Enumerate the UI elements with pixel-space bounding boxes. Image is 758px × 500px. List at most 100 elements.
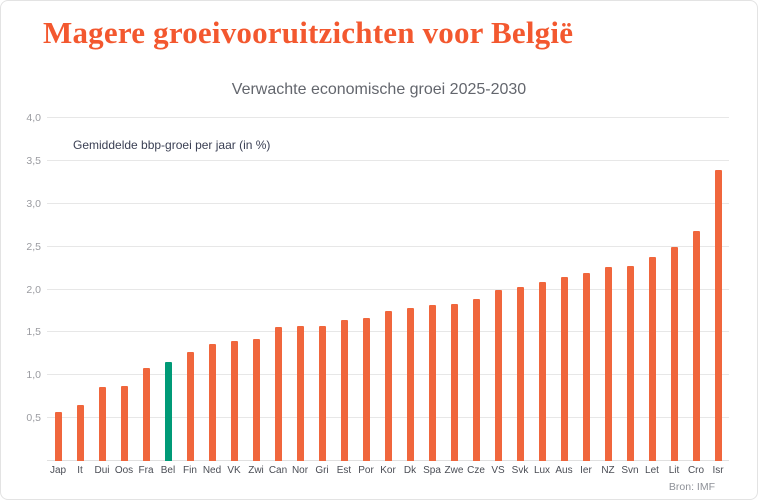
bar-cze: [472, 298, 480, 461]
x-tick-label: Spa: [423, 465, 441, 476]
bar-est: [340, 320, 348, 461]
x-tick-label: NZ: [601, 465, 615, 476]
bar-spa: [428, 304, 436, 461]
bar-jap: [54, 412, 62, 461]
bar-gri: [318, 325, 326, 461]
bar-cell: [69, 118, 91, 461]
y-axis: 0,5 1,0 1,5 2,0 2,5 3,0 3,5 4,0: [9, 112, 41, 461]
gridline: [47, 288, 729, 290]
y-tick-label: 3,0: [26, 197, 41, 210]
x-tick-label: Por: [358, 465, 374, 476]
bar-svk: [516, 286, 524, 461]
x-tick-label: Ned: [202, 465, 222, 476]
bar-cell: [113, 118, 135, 461]
bar-ned: [208, 344, 216, 461]
bar-cro: [692, 231, 700, 461]
bar-cell: [91, 118, 113, 461]
x-tick-label: Lit: [668, 465, 680, 476]
bar-cell: [575, 118, 597, 461]
x-tick-label: Bel: [160, 465, 176, 476]
bar-cell: [421, 118, 443, 461]
bar-cell: [135, 118, 157, 461]
bar-it: [76, 405, 84, 461]
x-tick-label: Dui: [94, 465, 110, 476]
bar-cell: [311, 118, 333, 461]
gridline: [47, 245, 729, 247]
y-tick-label: 2,5: [26, 240, 41, 253]
x-tick-label: Ier: [580, 465, 592, 476]
y-tick-label: 0,5: [26, 412, 41, 425]
bar-cell: [399, 118, 421, 461]
bar-fra: [142, 368, 150, 461]
bar-can: [274, 327, 282, 461]
bar-nor: [296, 325, 304, 461]
x-tick-label: Let: [645, 465, 659, 476]
bar-cell: [333, 118, 355, 461]
bar-nz: [604, 267, 612, 461]
bar-cell: [619, 118, 641, 461]
bar-dui: [98, 387, 106, 461]
x-tick-label: Svk: [511, 465, 529, 476]
x-tick-label: Aus: [555, 465, 573, 476]
bar-cell: [443, 118, 465, 461]
bar-cell: [289, 118, 311, 461]
x-tick-label: Isr: [712, 465, 724, 476]
bar-vs: [494, 290, 502, 461]
gridline: [47, 117, 729, 118]
bar-zwi: [252, 339, 260, 461]
bar-aus: [560, 276, 568, 461]
bar-cell: [267, 118, 289, 461]
bar-cell: [509, 118, 531, 461]
x-tick-label: Cze: [467, 465, 485, 476]
bar-bel: [164, 361, 172, 461]
x-tick-label: Cro: [687, 465, 705, 476]
bars: [47, 118, 729, 461]
bar-kor: [384, 310, 392, 461]
y-tick-label: 3,5: [26, 154, 41, 167]
y-axis-title: Gemiddelde bbp-groei per jaar (in %): [73, 138, 271, 152]
x-tick-label: Lux: [533, 465, 551, 476]
x-tick-label: Zwi: [248, 465, 264, 476]
bar-cell: [245, 118, 267, 461]
y-tick-label: 1,0: [26, 369, 41, 382]
y-tick-label: 2,0: [26, 283, 41, 296]
bar-vk: [230, 340, 238, 461]
bar-fin: [186, 352, 194, 461]
x-tick-label: Dk: [403, 465, 417, 476]
x-tick-label: Zwe: [444, 465, 464, 476]
page-title: Magere groeivooruitzichten voor België: [43, 15, 574, 50]
chart-subtitle: Verwachte economische groei 2025-2030: [231, 81, 527, 98]
y-tick-label: 4,0: [26, 112, 41, 124]
bar-oos: [120, 385, 128, 461]
bar-cell: [355, 118, 377, 461]
x-tick-label: Svn: [621, 465, 639, 476]
x-tick-label: Nor: [291, 465, 309, 476]
bar-cell: [47, 118, 69, 461]
bar-cell: [179, 118, 201, 461]
x-tick-label: Jap: [49, 465, 67, 476]
x-tick-label: Can: [268, 465, 288, 476]
bar-cell: [685, 118, 707, 461]
bar-cell: [663, 118, 685, 461]
x-tick-label: Est: [336, 465, 352, 476]
x-tick-label: Fra: [138, 465, 154, 476]
x-tick-label: Kor: [380, 465, 396, 476]
bar-dk: [406, 308, 414, 461]
gridline: [47, 202, 729, 204]
bar-cell: [707, 118, 729, 461]
x-tick-label: It: [77, 465, 83, 476]
x-tick-label: Oos: [114, 465, 134, 476]
bar-zwe: [450, 304, 458, 461]
bar-lux: [538, 281, 546, 461]
bar-cell: [201, 118, 223, 461]
bar-cell: [157, 118, 179, 461]
bar-svn: [626, 265, 634, 461]
x-tick-label: Gri: [315, 465, 329, 476]
bar-cell: [465, 118, 487, 461]
y-tick-label: 1,5: [26, 326, 41, 339]
bar-cell: [641, 118, 663, 461]
bar-ier: [582, 273, 590, 461]
bar-cell: [597, 118, 619, 461]
bar-let: [648, 256, 656, 461]
